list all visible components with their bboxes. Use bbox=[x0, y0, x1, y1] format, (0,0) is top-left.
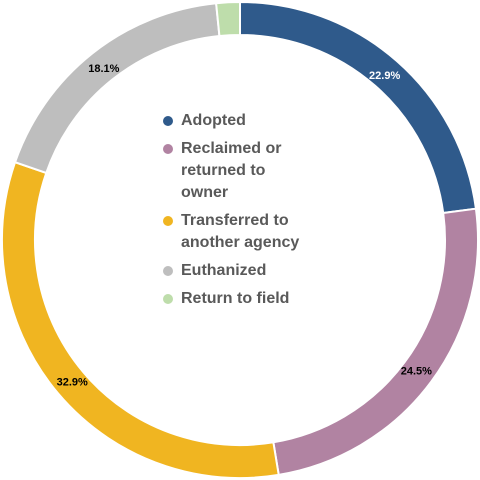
legend-item-reclaimed: Reclaimed or returned to owner bbox=[163, 138, 343, 204]
legend-marker bbox=[163, 216, 173, 226]
legend-label: Transferred to another agency bbox=[181, 212, 300, 251]
data-label-euthanized: 18.1% bbox=[88, 63, 119, 75]
legend-marker bbox=[163, 144, 173, 154]
legend-label: Reclaimed or returned to owner bbox=[181, 140, 282, 201]
legend-label: Return to field bbox=[181, 290, 290, 307]
legend-marker bbox=[163, 266, 173, 276]
data-label-transferred: 32.9% bbox=[57, 377, 88, 389]
legend-label: Euthanized bbox=[181, 262, 267, 279]
legend-label: Adopted bbox=[181, 112, 246, 129]
slice-return-to-field bbox=[215, 0, 241, 38]
chart-legend: Adopted Reclaimed or returned to owner T… bbox=[163, 110, 343, 316]
legend-item-return-to-field: Return to field bbox=[163, 288, 343, 310]
data-label-reclaimed: 24.5% bbox=[401, 366, 432, 378]
legend-item-transferred: Transferred to another agency bbox=[163, 210, 343, 254]
legend-item-adopted: Adopted bbox=[163, 110, 343, 132]
legend-item-euthanized: Euthanized bbox=[163, 260, 343, 282]
data-label-adopted: 22.9% bbox=[369, 70, 400, 82]
legend-marker bbox=[163, 116, 173, 126]
legend-marker bbox=[163, 294, 173, 304]
